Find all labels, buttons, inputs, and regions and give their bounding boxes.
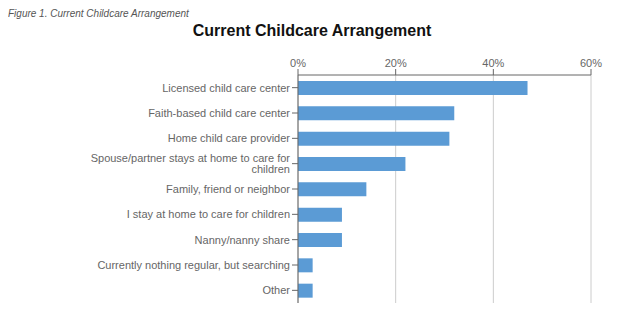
html-text:Current Childcare Arrangement: Current Childcare Arrangement <box>192 22 432 39</box>
svg-text:60%: 60% <box>580 57 602 69</box>
svg-text:Spouse/partner stays at home t: Spouse/partner stays at home to care for… <box>91 152 291 175</box>
svg-text:20%: 20% <box>385 57 407 69</box>
svg-text:Home child care provider: Home child care provider <box>168 132 291 144</box>
svg-text:Nanny/nanny share: Nanny/nanny share <box>195 234 290 246</box>
svg-text:0%: 0% <box>290 57 306 69</box>
svg-text:Currently nothing regular, but: Currently nothing regular, but searching <box>97 259 290 271</box>
svg-text:I stay at home to care for chi: I stay at home to care for children <box>127 208 290 220</box>
html-text:Figure 1. Current Childcare Ar: Figure 1. Current Childcare Arrangement <box>8 8 189 19</box>
svg-text:Family, friend or neighbor: Family, friend or neighbor <box>166 183 290 195</box>
svg-text:Licensed child care center: Licensed child care center <box>162 82 290 94</box>
svg-text:Faith-based child care center: Faith-based child care center <box>148 107 290 119</box>
svg-text:Other: Other <box>262 284 290 296</box>
svg-text:40%: 40% <box>482 57 504 69</box>
